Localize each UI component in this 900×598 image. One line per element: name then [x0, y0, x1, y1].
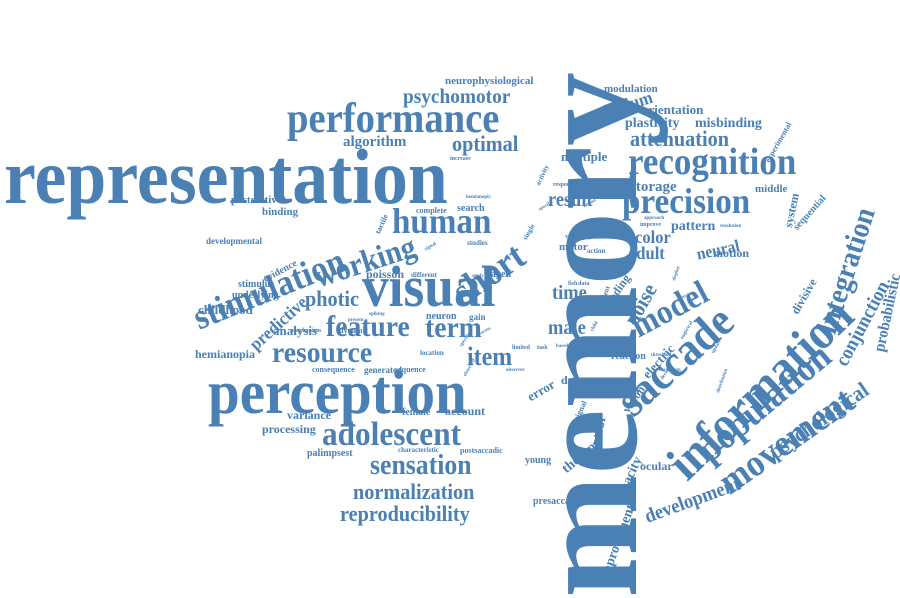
word-photic: photic	[305, 286, 359, 311]
word-hemianopia: hemianopia	[195, 347, 256, 361]
word-feature: feature	[326, 310, 410, 343]
word-search: search	[457, 203, 485, 214]
word-postdictive: postdictive	[231, 194, 282, 206]
word-hemianopic: increase	[450, 156, 471, 162]
word-developmental: developmental	[206, 236, 262, 246]
word-normalization: normalization	[353, 479, 475, 504]
word-specific: signal	[424, 241, 438, 253]
word-perception: perception	[208, 359, 467, 427]
word-aged: aged	[491, 269, 511, 280]
word-human: human	[392, 201, 492, 241]
word-reaction: ocular	[640, 459, 673, 473]
word-action: action	[587, 247, 606, 255]
word-presaccadic: presaccadic	[533, 496, 583, 507]
word-modulation: modulation	[604, 83, 658, 95]
word-neurophysiological: neurophysiological	[445, 75, 534, 87]
word-gain: gain	[469, 312, 486, 322]
word-studies: variability	[565, 234, 592, 240]
word-middle: middle	[755, 183, 788, 195]
word-result: result	[548, 189, 593, 211]
word-palimpsest: palimpsest	[307, 448, 353, 459]
word-approach: approach	[644, 216, 665, 221]
word-poisson: poisson	[366, 267, 405, 281]
word-performance: performance	[287, 96, 500, 142]
word-storage: storage	[630, 179, 677, 195]
word-based: based	[556, 344, 569, 349]
word-response: hemianopic	[466, 195, 491, 200]
word-account: account	[445, 404, 485, 418]
word-constraint: response	[553, 182, 576, 188]
word-optimal: optimal	[452, 131, 519, 156]
word-recognition: recognition	[628, 141, 797, 183]
word-vision: reaction	[611, 351, 646, 362]
word-location: location	[420, 349, 444, 357]
word-postsaccadic: postsaccadic	[460, 446, 503, 455]
word-psychomotor: psychomotor	[403, 84, 511, 108]
word-multiple: multiple	[561, 149, 608, 164]
word-resolution: resolution	[720, 224, 742, 229]
word-female: female	[402, 407, 431, 418]
word-mechanism: mechanism	[292, 328, 321, 334]
word-empirical: display	[672, 265, 682, 282]
word-reproducibility: reproducibility	[340, 501, 470, 526]
word-variability: spiking	[369, 312, 385, 317]
word-fish: fish	[568, 281, 578, 287]
word-misbinding: misbinding	[695, 116, 762, 131]
word-color: color	[635, 227, 671, 247]
word-childhood: childhood	[198, 302, 253, 317]
word-complete: complete	[416, 206, 447, 215]
word-variance: variance	[287, 408, 331, 422]
word-motion: motion	[713, 246, 749, 260]
word-sensation: sensation	[370, 450, 472, 481]
word-consequence: consequence	[312, 365, 355, 374]
word-processing: processing	[262, 422, 316, 436]
word-adolescent: adolescent	[322, 416, 462, 453]
word-generated: generated	[364, 365, 402, 375]
word-improve: improve	[640, 222, 662, 228]
word-stimulus: stimulus	[238, 279, 275, 290]
word-young: young	[525, 455, 552, 466]
word-single: studies	[467, 239, 488, 247]
word-underlying: underlying	[232, 290, 279, 301]
word-representation: representation	[4, 133, 448, 220]
word-orientation: orientation	[642, 102, 704, 117]
word-male: male	[548, 317, 586, 339]
word-pattern: pattern	[671, 219, 716, 234]
word-adult: adult	[628, 243, 665, 263]
word-binding: binding	[262, 206, 299, 218]
word-data: data	[578, 281, 590, 287]
word-task: task	[537, 345, 548, 351]
word-algorithm: algorithm	[343, 134, 407, 150]
word-different: different	[411, 271, 437, 279]
word-resource: resource	[272, 336, 373, 369]
word-sequence: sequence	[395, 365, 426, 374]
word-spiking: study	[472, 274, 484, 279]
word-plasticity: plasticity	[625, 116, 680, 131]
word-visual: visual	[362, 254, 496, 319]
word-characteristic: characteristic	[398, 446, 439, 454]
word-item: item	[467, 342, 513, 371]
word-motor: motor	[559, 241, 588, 253]
word-limited: limited	[512, 345, 530, 351]
word-analysis: analysis	[273, 323, 318, 338]
word-maximum: maximum	[659, 368, 681, 373]
word-observed: present	[348, 318, 364, 323]
word-neuron: neuron	[426, 311, 457, 322]
word-attenuation: attenuation	[630, 126, 729, 151]
word-decay: decay	[561, 373, 591, 387]
word-dynamic: dynamic	[339, 326, 369, 335]
word-time: time	[552, 282, 587, 304]
word-term: term	[425, 311, 482, 344]
word-present: threshold	[651, 353, 672, 358]
word-precision: precision	[622, 181, 751, 221]
word-observer: observer	[506, 368, 525, 373]
